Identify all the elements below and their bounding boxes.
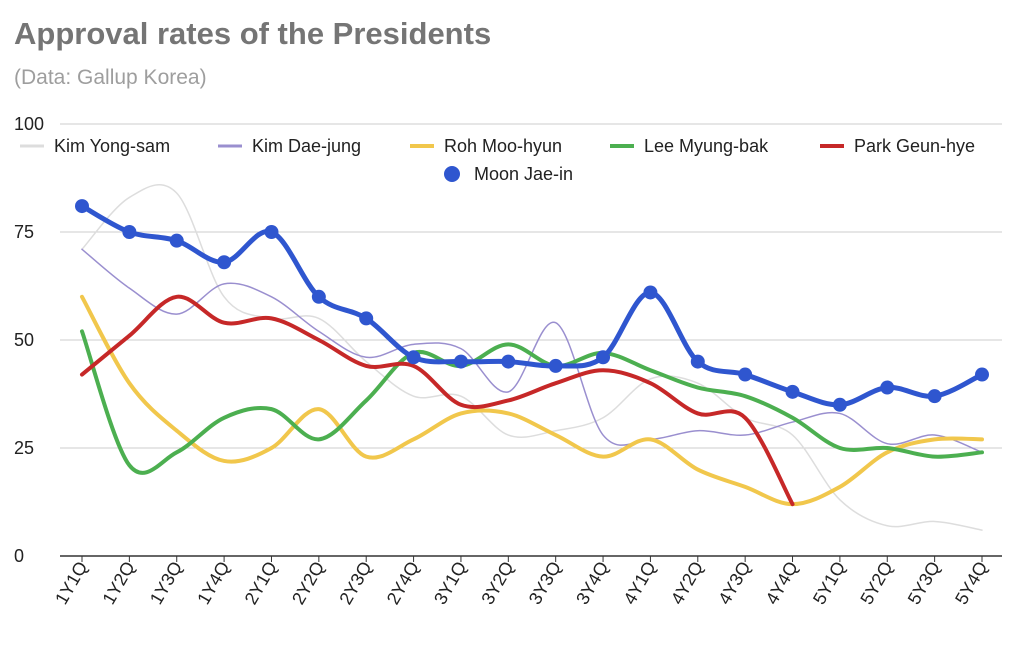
grid-lines	[60, 123, 1002, 562]
y-tick-label: 100	[14, 114, 44, 134]
x-tick-label: 3Y4Q	[572, 558, 612, 608]
x-tick-label: 2Y1Q	[241, 558, 281, 608]
data-point	[832, 397, 847, 412]
x-tick-label: 4Y1Q	[620, 558, 660, 608]
series-line-5	[79, 203, 985, 408]
x-tick-label: 3Y1Q	[430, 558, 470, 608]
data-point	[169, 233, 184, 248]
data-point	[501, 354, 516, 369]
data-point	[690, 354, 705, 369]
data-point	[548, 358, 563, 373]
x-tick-label: 2Y2Q	[288, 558, 328, 608]
x-tick-label: 4Y3Q	[714, 558, 754, 608]
y-tick-label: 75	[14, 222, 34, 242]
chart-title: Approval rates of the Presidents	[14, 16, 492, 51]
x-tick-label: 1Y3Q	[146, 558, 186, 608]
data-point	[359, 311, 374, 326]
series-markers	[75, 199, 989, 412]
x-tick-label: 5Y3Q	[904, 558, 944, 608]
data-point	[311, 289, 326, 304]
data-point	[406, 350, 421, 365]
data-point	[122, 225, 137, 239]
chart-subtitle: (Data: Gallup Korea)	[14, 66, 207, 89]
series-line-3	[80, 329, 984, 475]
series-lines	[79, 183, 985, 531]
x-tick-label: 5Y2Q	[856, 558, 896, 608]
series-line-0	[81, 183, 983, 531]
x-tick-label: 4Y4Q	[762, 558, 802, 608]
legend-label: Kim Yong-sam	[54, 136, 170, 156]
series-line-1	[81, 248, 983, 454]
data-point	[75, 199, 89, 214]
data-point	[643, 285, 658, 300]
legend-label: Park Geun-hye	[854, 136, 975, 156]
x-tick-label: 5Y4Q	[951, 558, 991, 608]
data-point	[738, 367, 753, 382]
x-tick-label: 1Y1Q	[51, 558, 91, 608]
x-tick-label: 4Y2Q	[667, 558, 707, 608]
series-line-4	[80, 294, 795, 507]
x-tick-label: 2Y4Q	[383, 558, 423, 608]
legend-label: Lee Myung-bak	[644, 136, 769, 156]
legend-label: Moon Jae-in	[474, 164, 573, 184]
series-line-2	[80, 294, 984, 507]
x-tick-label: 5Y1Q	[809, 558, 849, 608]
data-point	[596, 350, 611, 365]
x-tick-label: 3Y2Q	[477, 558, 517, 608]
data-point	[217, 255, 232, 270]
data-point	[264, 225, 279, 239]
data-point	[880, 380, 895, 395]
data-point	[785, 384, 800, 399]
legend-label: Roh Moo-hyun	[444, 136, 562, 156]
y-tick-label: 25	[14, 438, 34, 458]
legend: Kim Yong-sam Kim Dae-jung Roh Moo-hyun Lee …	[20, 136, 975, 184]
data-point	[453, 354, 468, 369]
x-tick-label: 1Y2Q	[98, 558, 138, 608]
legend-marker	[444, 166, 460, 182]
x-tick-label: 2Y3Q	[335, 558, 375, 608]
x-tick-label: 3Y3Q	[525, 558, 565, 608]
legend-label: Kim Dae-jung	[252, 136, 361, 156]
y-tick-label: 50	[14, 330, 34, 350]
data-point	[975, 367, 989, 382]
x-tick-label: 1Y4Q	[193, 558, 233, 608]
y-tick-label: 0	[14, 546, 24, 566]
data-point	[927, 389, 942, 404]
